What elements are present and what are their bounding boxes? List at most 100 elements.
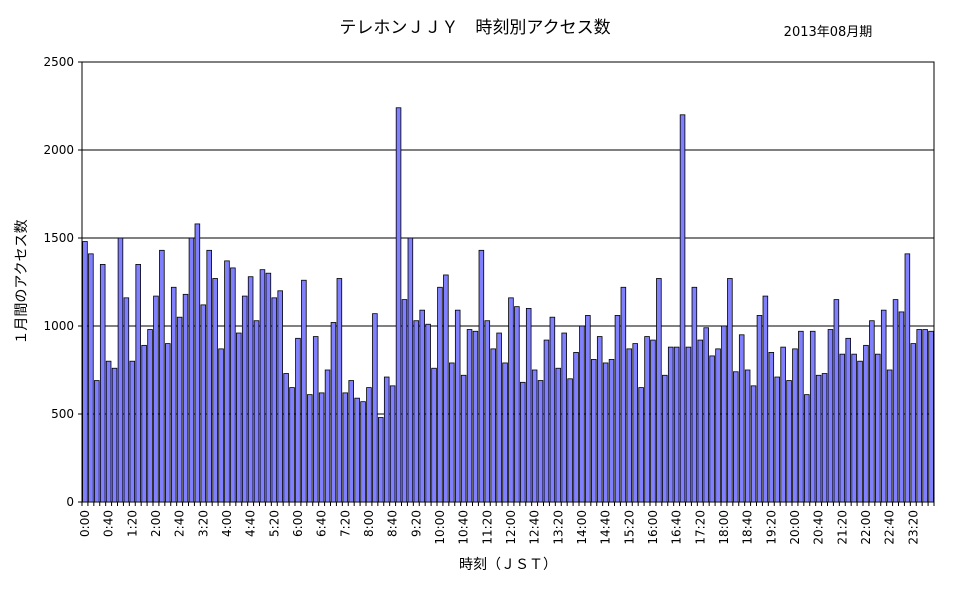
bar xyxy=(307,394,313,503)
bar xyxy=(691,286,698,503)
bar xyxy=(750,385,757,503)
bar xyxy=(898,311,905,503)
bar xyxy=(194,223,201,503)
bar xyxy=(182,293,189,503)
bar xyxy=(786,380,792,503)
bar xyxy=(449,362,455,503)
bar xyxy=(253,320,260,503)
y-tick-label: 2500 xyxy=(43,55,74,69)
bar xyxy=(520,381,526,503)
y-axis-label: １月間のアクセス数 xyxy=(14,219,30,344)
bar xyxy=(880,309,887,503)
bar xyxy=(602,362,609,503)
bar xyxy=(685,346,692,503)
x-tick-label: 2:40 xyxy=(173,510,187,537)
x-tick-label: 6:40 xyxy=(315,510,329,537)
bar xyxy=(620,286,627,503)
bar xyxy=(135,263,141,503)
x-tick-label: 15:20 xyxy=(622,510,636,545)
bar xyxy=(354,397,360,503)
bar xyxy=(484,320,491,503)
bar xyxy=(886,369,893,503)
bar xyxy=(531,369,538,503)
bar xyxy=(768,351,775,503)
bar xyxy=(774,376,780,503)
bar xyxy=(176,316,183,503)
bar xyxy=(117,237,124,503)
bar xyxy=(312,336,319,503)
x-tick-label: 7:20 xyxy=(338,510,352,537)
bar xyxy=(372,313,378,503)
y-tick-label: 1000 xyxy=(43,319,74,333)
bar xyxy=(218,348,224,503)
bar xyxy=(401,299,408,503)
bar xyxy=(851,353,857,503)
bar xyxy=(857,360,863,503)
bar xyxy=(667,346,674,503)
x-tick-label: 23:20 xyxy=(906,510,920,545)
bar xyxy=(153,295,159,503)
chart-subtitle: 2013年08月期 xyxy=(784,25,873,40)
bar xyxy=(301,279,307,503)
bar xyxy=(821,373,828,503)
bar xyxy=(863,344,869,503)
bar xyxy=(762,295,769,503)
x-tick-label: 4:40 xyxy=(244,510,258,537)
bar xyxy=(585,315,591,503)
bar xyxy=(869,320,875,503)
bar xyxy=(425,323,431,503)
y-tick-label: 2000 xyxy=(43,143,74,157)
x-tick-label: 11:20 xyxy=(480,510,494,545)
bar xyxy=(478,249,485,503)
bar xyxy=(632,343,638,503)
bar xyxy=(348,380,354,503)
bar xyxy=(395,107,402,503)
bar xyxy=(650,339,656,503)
bar xyxy=(673,346,680,503)
bar xyxy=(780,346,786,503)
bar xyxy=(389,385,396,503)
bar xyxy=(709,355,715,503)
x-tick-label: 12:00 xyxy=(504,510,518,545)
bar xyxy=(224,260,230,503)
bar xyxy=(318,392,325,503)
x-tick-label: 10:00 xyxy=(433,510,447,545)
bar xyxy=(123,297,130,503)
x-tick-label: 17:20 xyxy=(693,510,707,545)
bar xyxy=(336,278,343,503)
bar xyxy=(525,307,532,503)
bar xyxy=(230,267,236,503)
bar xyxy=(94,380,100,503)
x-tick-label: 21:20 xyxy=(835,510,849,545)
y-tick-label: 1500 xyxy=(43,231,74,245)
chart-title: テレホンＪＪＹ 時刻別アクセス数 xyxy=(339,18,610,38)
y-tick-label: 0 xyxy=(66,495,74,509)
x-tick-label: 2:00 xyxy=(149,510,163,537)
y-tick-label: 500 xyxy=(51,407,74,421)
x-tick-label: 10:40 xyxy=(457,510,471,545)
bar xyxy=(111,367,118,503)
bar xyxy=(644,336,650,503)
bar xyxy=(188,237,195,503)
bar xyxy=(910,343,917,503)
bar xyxy=(626,348,633,503)
x-tick-label: 18:40 xyxy=(741,510,755,545)
bar xyxy=(443,274,449,503)
bar xyxy=(733,371,739,503)
bar xyxy=(845,337,851,503)
bar xyxy=(809,330,816,503)
y-axis-ticks: 0 500 1000 1500 2000 2500 xyxy=(43,55,82,509)
x-tick-label: 5:20 xyxy=(267,510,281,537)
bar xyxy=(715,348,721,503)
bar xyxy=(88,253,94,503)
bar xyxy=(99,263,106,503)
bar xyxy=(555,367,562,503)
bar xyxy=(277,290,283,503)
x-tick-label: 16:40 xyxy=(670,510,684,545)
bar xyxy=(165,343,171,503)
bar xyxy=(839,353,846,503)
bar xyxy=(460,374,467,503)
bar xyxy=(437,286,443,503)
bar xyxy=(567,378,573,503)
